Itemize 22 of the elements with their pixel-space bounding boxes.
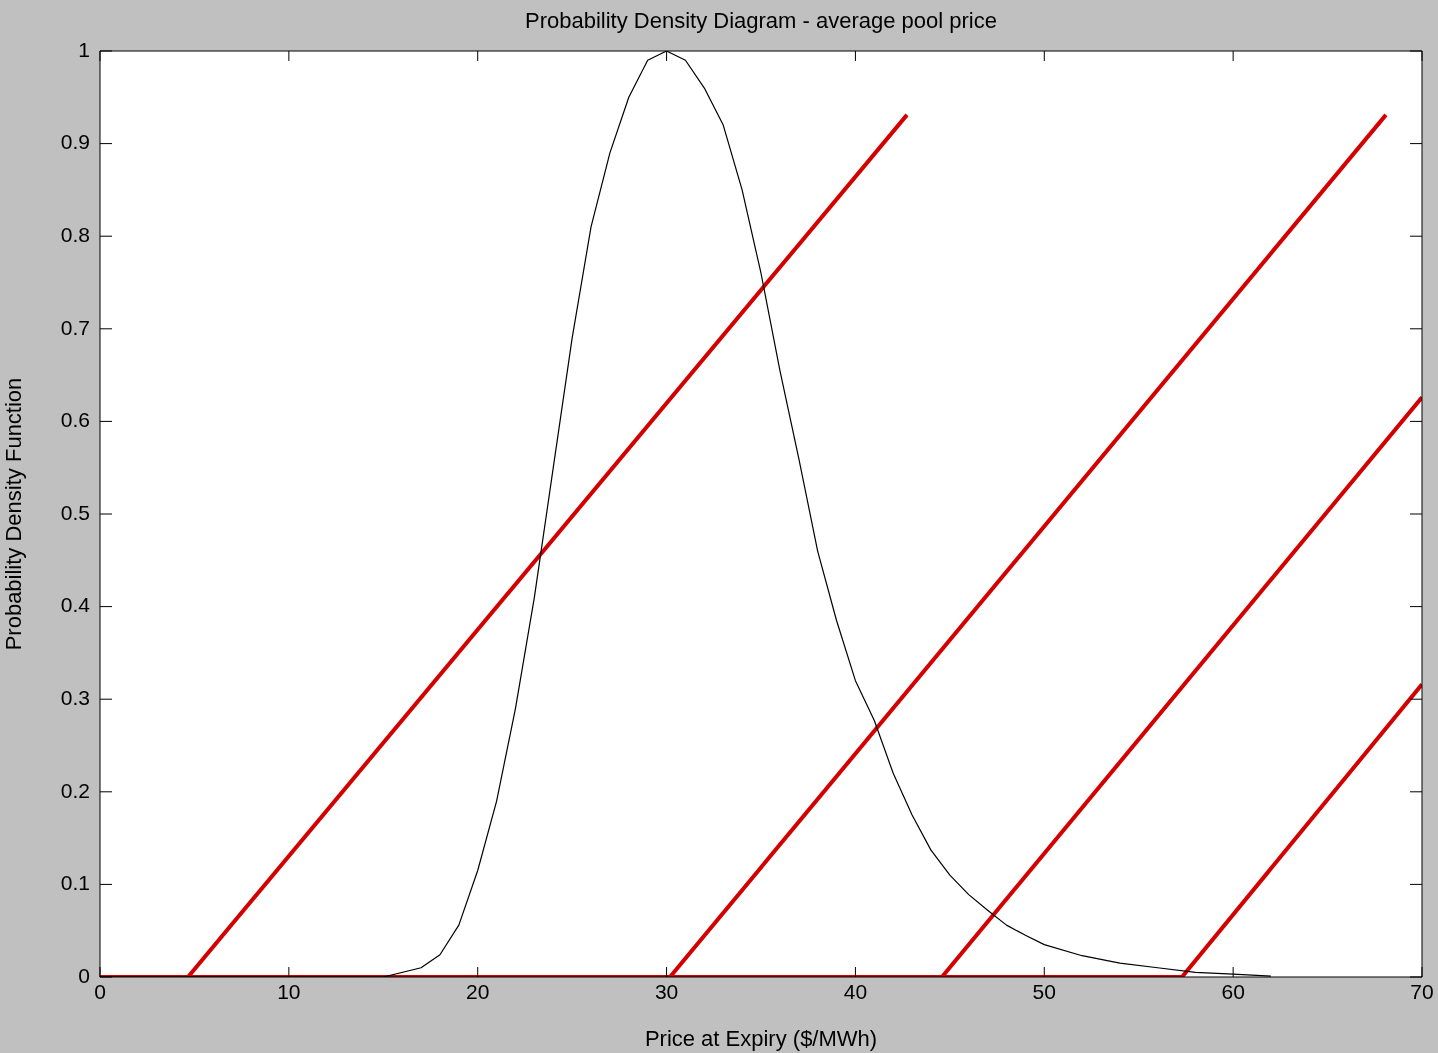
x-tick-label: 70 bbox=[1410, 980, 1434, 1004]
y-tick-label: 0.3 bbox=[60, 686, 90, 709]
x-tick-label: 0 bbox=[94, 980, 106, 1004]
y-tick-label: 0 bbox=[78, 963, 90, 987]
chart-title: Probability Density Diagram - average pool price bbox=[525, 8, 997, 34]
x-tick-label: 40 bbox=[843, 980, 868, 1004]
x-tick-label: 20 bbox=[466, 980, 490, 1004]
x-tick-label: 10 bbox=[277, 980, 301, 1004]
y-tick-label: 0.8 bbox=[60, 223, 90, 246]
x-tick-label: 50 bbox=[1032, 980, 1056, 1004]
y-tick-label: 1 bbox=[78, 37, 90, 61]
y-tick-label: 0.5 bbox=[60, 500, 90, 524]
y-tick-label: 0.2 bbox=[60, 778, 90, 802]
x-axis-title: Price at Expiry ($/MWh) bbox=[644, 1025, 878, 1051]
y-axis-title: Probability Density Function bbox=[1, 377, 27, 651]
y-tick-label: 0.7 bbox=[60, 315, 90, 339]
y-tick-label: 0.1 bbox=[60, 871, 90, 895]
x-tick-label: 30 bbox=[654, 980, 679, 1004]
y-tick-label: 0.4 bbox=[60, 593, 91, 617]
y-tick-label: 0.9 bbox=[60, 130, 90, 154]
x-tick-label: 60 bbox=[1221, 980, 1245, 1004]
y-tick-label: 0.6 bbox=[60, 408, 90, 432]
